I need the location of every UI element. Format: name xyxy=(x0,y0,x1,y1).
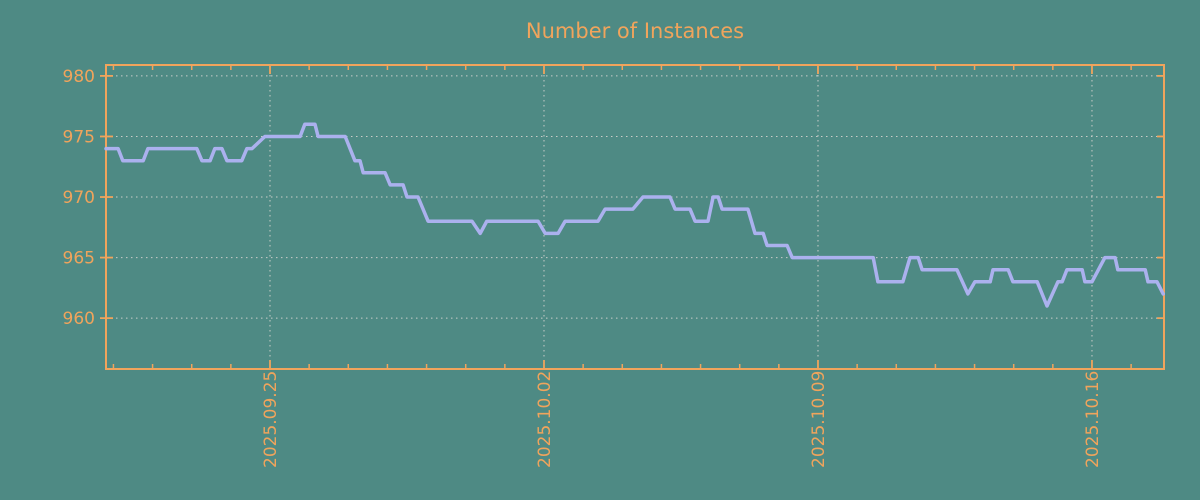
chart-title: Number of Instances xyxy=(526,19,744,43)
y-tick-label: 960 xyxy=(63,309,95,329)
axis-ticks xyxy=(100,65,1164,369)
plot-border xyxy=(105,64,1165,370)
y-axis-labels: 960 965 970 975 980 xyxy=(63,67,95,329)
x-tick-label: 2025.09.25 xyxy=(261,371,281,468)
x-tick-label: 2025.10.02 xyxy=(535,371,555,468)
grid-lines xyxy=(106,65,1164,369)
x-tick-label: 2025.10.16 xyxy=(1083,371,1103,468)
x-tick-label: 2025.10.09 xyxy=(809,371,829,468)
x-axis-labels: 2025.09.25 2025.10.02 2025.10.09 2025.10.16 xyxy=(261,371,1103,468)
y-tick-label: 970 xyxy=(63,188,95,208)
y-tick-label: 975 xyxy=(63,127,95,147)
y-tick-label: 965 xyxy=(63,249,95,269)
instances-data-line xyxy=(104,122,1165,308)
y-tick-label: 980 xyxy=(63,67,95,87)
